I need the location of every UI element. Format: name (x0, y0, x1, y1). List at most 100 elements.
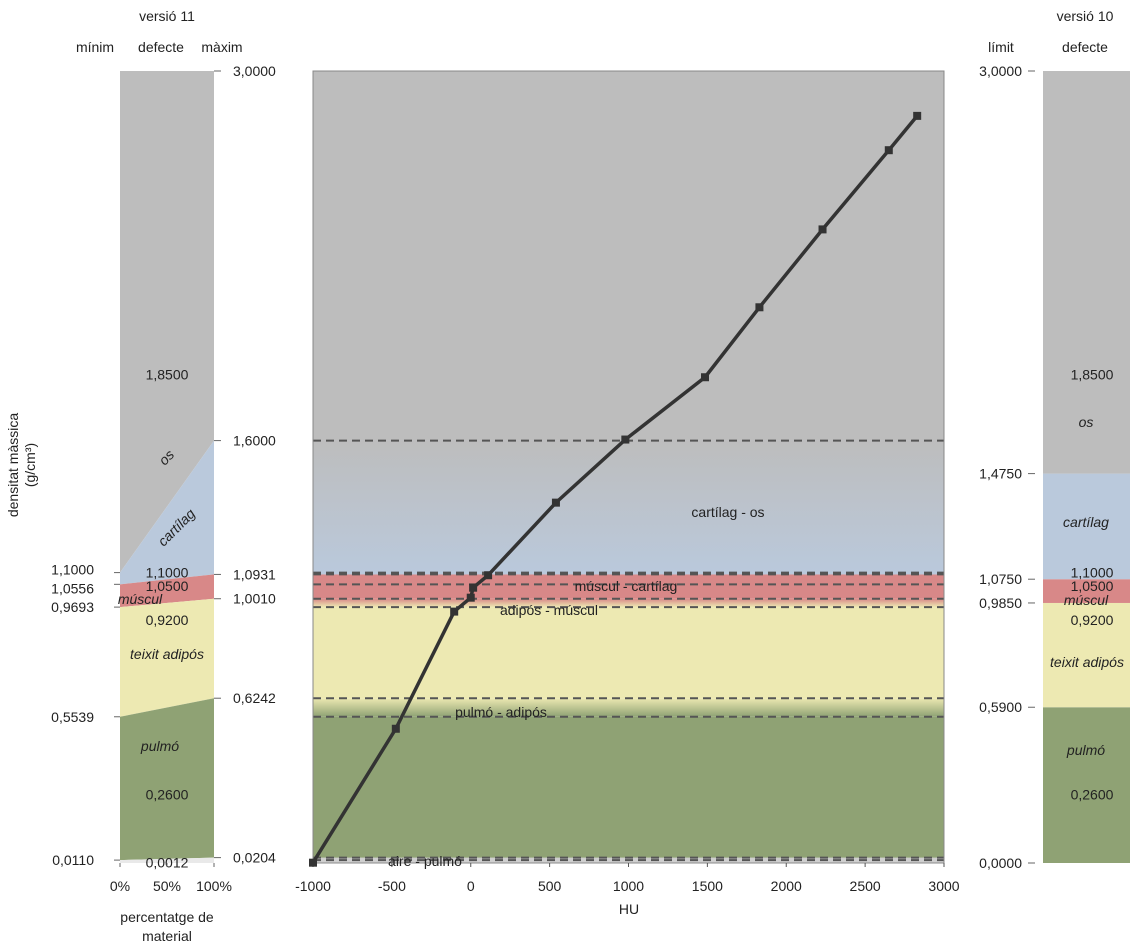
material-label-os-right: os (1079, 414, 1094, 430)
material-label-adipos-right: teixit adipós (1050, 654, 1124, 670)
x-tick-label: 500 (538, 878, 562, 894)
left-min-tick: 0,9693 (51, 599, 94, 615)
right-limit-tick: 3,0000 (979, 63, 1022, 79)
right-area-pulmo (1043, 707, 1130, 863)
curve-point (391, 724, 400, 733)
right-default-value: 1,1000 (1071, 565, 1114, 581)
left-area-muscul (120, 574, 214, 608)
left-default-value: 1,8500 (146, 367, 189, 383)
x-tick-label: 2500 (850, 878, 881, 894)
band-os (313, 71, 944, 441)
right-col-lim-label: límit (988, 39, 1014, 55)
right-limit-tick: 1,0750 (979, 571, 1022, 587)
band-transition-pulmo-adipos (313, 698, 944, 717)
curve-point (466, 593, 475, 602)
left-x-tick-label: 100% (196, 878, 232, 894)
curve-point (913, 111, 922, 120)
left-version-label: versió 11 (139, 8, 195, 24)
material-label-adipos-left: teixit adipós (130, 646, 204, 662)
curve-point (469, 583, 478, 592)
curve-point (884, 146, 893, 155)
band-transition-cartilag-os (313, 440, 944, 575)
right-area-cartilag (1043, 473, 1130, 580)
right-area-muscul (1043, 579, 1130, 603)
left-area-pulmo (120, 698, 214, 861)
x-tick-label: 3000 (928, 878, 959, 894)
left-area-teixit-adipos (120, 598, 214, 717)
band-transition-adipos-muscul (313, 598, 944, 608)
left-area-os (120, 71, 214, 573)
material-label-muscul-right: múscul (1064, 592, 1109, 608)
left-max-tick: 0,6242 (233, 690, 276, 706)
band-pulmo (313, 716, 944, 863)
curve-point (701, 373, 710, 382)
boundary-label-pulmo-adipos: pulmó - adipós (455, 704, 547, 720)
right-default-value: 1,8500 (1071, 367, 1114, 383)
left-default-value: 0,0012 (146, 855, 189, 871)
right-area-teixit-adipos (1043, 602, 1130, 708)
right-panel-material-areas (1043, 71, 1130, 863)
right-panel-limit-ticks: 0,0000 0,5900 0,9850 1,0750 1,4750 3,0000 (979, 63, 1035, 871)
calibration-curve (309, 111, 922, 867)
left-col-max-label: màxim (201, 39, 242, 55)
x-axis-label: HU (619, 901, 639, 917)
curve-point (755, 303, 764, 312)
x-tick-label: 2000 (771, 878, 802, 894)
material-label-pulmo-right: pulmó (1066, 742, 1105, 758)
left-min-tick: 1,1000 (51, 562, 94, 578)
left-area-aire (120, 857, 214, 863)
right-panel: versió 10 límit defecte 0,0000 0,5900 0,98… (979, 8, 1130, 871)
x-axis-ticks: -1000 -500 0 500 1000 1500 2000 2500 3000 (295, 863, 960, 894)
x-tick-label: 0 (467, 878, 475, 894)
main-material-bands (313, 71, 944, 863)
left-col-def-label: defecte (138, 39, 184, 55)
left-panel-material-areas (120, 71, 214, 863)
left-default-value: 0,2600 (146, 786, 189, 802)
boundary-label-muscul-cartilag: múscul - cartílag (575, 578, 678, 594)
x-tick-label: -1000 (295, 878, 331, 894)
left-max-tick: 3,0000 (233, 63, 276, 79)
material-label-pulmo-left: pulmó (140, 738, 179, 754)
x-tick-label: -500 (378, 878, 406, 894)
right-default-value: 1,0500 (1071, 578, 1114, 594)
left-panel-x-ticks: 0% 50% 100% (110, 863, 232, 894)
left-col-min-label: mínim (76, 39, 114, 55)
left-default-value: 1,0500 (146, 578, 189, 594)
x-tick-label: 1500 (692, 878, 723, 894)
boundary-label-adipos-muscul: adipós - múscul (500, 602, 598, 618)
left-xlabel-line1: percentatge de (120, 909, 214, 925)
material-label-muscul-left: múscul (118, 591, 163, 607)
curve-point (818, 225, 827, 234)
boundary-labels: aire - pulmó pulmó - adipós adipós - mús… (388, 504, 765, 869)
left-default-value: 1,1000 (146, 565, 189, 581)
left-x-tick-label: 50% (153, 878, 181, 894)
curve-point (450, 607, 459, 616)
right-col-def-label: defecte (1062, 39, 1108, 55)
curve-point (484, 571, 493, 580)
left-max-tick: 1,0931 (233, 566, 276, 582)
left-panel-max-ticks: 0,0204 0,6242 1,0010 1,0931 1,6000 3,0000 (214, 63, 276, 866)
left-panel: versió 11 mínim defecte màxim 0,0110 0,55… (51, 8, 276, 944)
right-limit-tick: 1,4750 (979, 466, 1022, 482)
main-plot: -1000 -500 0 500 1000 1500 2000 2500 3000 aire -… (295, 70, 960, 917)
right-limit-tick: 0,0000 (979, 855, 1022, 871)
left-panel-min-ticks: 0,0110 0,5539 0,9693 1,0556 1,1000 (51, 562, 120, 868)
left-x-tick-label: 0% (110, 878, 130, 894)
right-area-os (1043, 71, 1130, 474)
band-muscul (313, 574, 944, 599)
curve-point (551, 498, 560, 507)
curve-point (309, 858, 317, 867)
left-max-tick: 1,6000 (233, 433, 276, 449)
right-limit-tick: 0,5900 (979, 699, 1022, 715)
left-min-tick: 0,0110 (52, 852, 94, 868)
right-default-value: 0,2600 (1071, 786, 1114, 802)
y-axis-label-line1: densitat màssica (5, 413, 21, 517)
left-default-value: 0,9200 (146, 612, 189, 628)
curve-point (621, 435, 630, 444)
y-axis-label-line2: (g/cm³) (22, 443, 38, 487)
right-version-label: versió 10 (1057, 8, 1114, 24)
band-teixit-adipos (313, 607, 944, 699)
boundary-label-cartilag-os: cartílag - os (691, 504, 764, 520)
